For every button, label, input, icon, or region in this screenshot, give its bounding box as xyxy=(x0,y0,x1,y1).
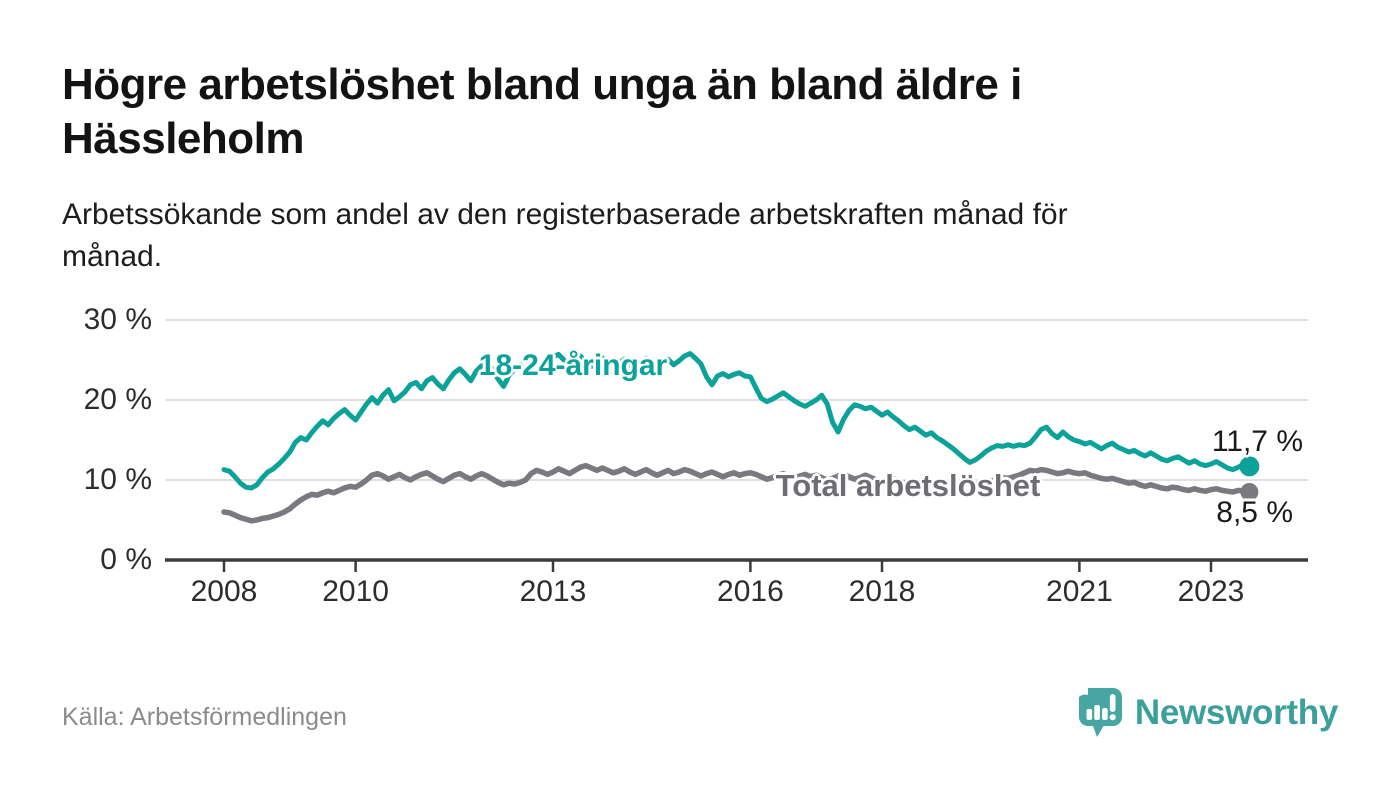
y-tick-label: 30 % xyxy=(83,303,152,336)
source-credit: Källa: Arbetsförmedlingen xyxy=(62,703,347,731)
subtitle-line-1: Arbetssökande som andel av den registerb… xyxy=(62,198,1068,231)
newsworthy-logo-icon xyxy=(1077,686,1124,739)
x-tick-label: 2010 xyxy=(322,575,389,608)
title-line-2: Hässleholm xyxy=(62,114,304,163)
x-tick-label: 2016 xyxy=(717,575,784,608)
end-value-label-total: 8,5 % xyxy=(1216,496,1293,529)
page-title: Högre arbetslöshet bland unga än bland ä… xyxy=(62,58,1022,166)
x-tick-label: 2013 xyxy=(519,575,587,608)
title-line-1: Högre arbetslöshet bland unga än bland ä… xyxy=(62,60,1022,109)
x-tick-label: 2008 xyxy=(190,575,258,608)
newsworthy-brand: Newsworthy xyxy=(1077,686,1338,739)
x-tick-label: 2023 xyxy=(1177,575,1245,608)
end-value-label-youth: 11,7 % xyxy=(1211,425,1303,458)
subtitle-line-2: månad. xyxy=(62,240,163,273)
y-tick-label: 0 % xyxy=(100,543,152,576)
newsworthy-wordmark: Newsworthy xyxy=(1134,692,1338,732)
y-tick-label: 10 % xyxy=(83,463,152,496)
x-tick-label: 2021 xyxy=(1046,575,1113,608)
chart-subtitle: Arbetssökande som andel av den registerb… xyxy=(62,194,1068,278)
series-label-total: Total arbetslöshet xyxy=(775,468,1041,503)
x-tick-label: 2018 xyxy=(848,575,916,608)
series-label-youth: 18-24-åringar xyxy=(478,349,668,382)
y-tick-label: 20 % xyxy=(83,383,152,416)
